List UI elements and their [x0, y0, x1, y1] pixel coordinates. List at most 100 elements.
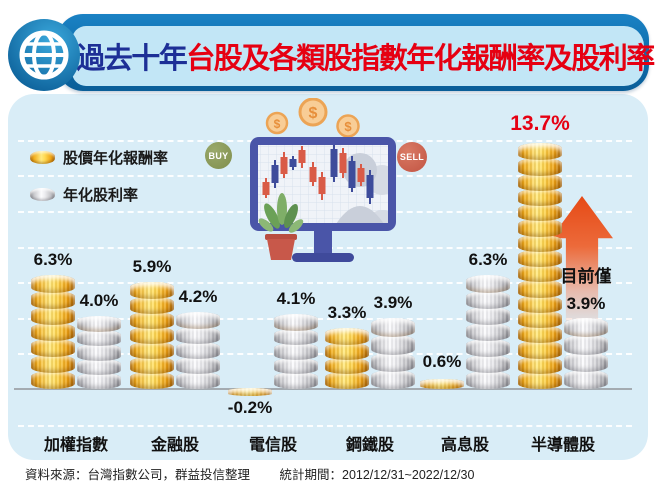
legend-item-return: 股價年化報酬率 [30, 147, 168, 168]
coin [466, 291, 510, 309]
coin [325, 342, 369, 360]
coin [130, 372, 174, 389]
value-label: 3.9% [373, 293, 413, 312]
gridline [18, 425, 632, 427]
svg-text:$: $ [309, 105, 318, 122]
coin [325, 357, 369, 375]
svg-text:$: $ [344, 119, 352, 134]
coin [130, 282, 174, 299]
coin [130, 327, 174, 344]
coin [176, 357, 220, 374]
value-label: 3.3% [327, 303, 367, 322]
coin [274, 343, 318, 360]
coin [130, 297, 174, 314]
coin [274, 314, 318, 331]
coin [564, 352, 608, 372]
silver-coin-stack [274, 314, 318, 389]
category-label-2: 電信股 [248, 437, 297, 454]
coin [518, 326, 562, 344]
legend-label: 股價年化報酬率 [63, 150, 169, 167]
category-label-5: 半導體股 [530, 437, 595, 454]
coin [77, 344, 121, 361]
value-label: 4.2% [178, 287, 218, 306]
coin [518, 143, 562, 161]
value-label: 0.6% [422, 352, 462, 371]
coin [325, 328, 369, 345]
coin [31, 355, 75, 373]
annotation-line1: 目前僅 [560, 267, 612, 286]
coin [77, 358, 121, 375]
coin [518, 234, 562, 252]
coin [31, 275, 75, 293]
coin [176, 327, 220, 344]
monitor-stand [314, 231, 332, 254]
gold-coin-stack [31, 275, 75, 389]
coin [274, 372, 318, 389]
coin [564, 369, 608, 389]
buy-badge: BUY [205, 142, 232, 169]
coin [564, 335, 608, 355]
coin [77, 372, 121, 389]
coin [518, 249, 562, 267]
coin [77, 316, 121, 333]
page-title: 過去十年台股及各類股指數年化報酬率及股利率 [62, 35, 655, 77]
annotation-line2: 3.9% [566, 294, 606, 313]
silver-coin-stack [564, 318, 608, 389]
coin [274, 357, 318, 375]
plant-icon [258, 193, 304, 260]
data-source: 資料來源：台灣指數公司，群益投信整理 [25, 468, 251, 482]
gridline [18, 282, 632, 284]
coin [274, 328, 318, 346]
coin [325, 372, 369, 389]
coin [228, 388, 272, 396]
coin [31, 339, 75, 357]
coin [31, 323, 75, 341]
legend-label: 年化股利率 [63, 187, 139, 204]
coin [31, 307, 75, 325]
category-label-1: 金融股 [150, 437, 199, 454]
gold-coin-stack [228, 388, 272, 396]
category-label-4: 高息股 [440, 437, 489, 454]
value-label: 6.3% [33, 250, 73, 269]
header-banner-inner: 過去十年台股及各類股指數年化報酬率及股利率 [72, 26, 655, 86]
coin [564, 318, 608, 338]
coin [518, 188, 562, 206]
value-label: 5.9% [132, 257, 172, 276]
dollar-coins-icon: $ $ $ [265, 98, 360, 138]
globe-icon [8, 19, 80, 91]
coin [371, 369, 415, 389]
coin [466, 355, 510, 373]
coin [518, 371, 562, 389]
candlestick-chart [262, 145, 374, 204]
coin [466, 339, 510, 357]
coin [518, 265, 562, 283]
x-axis-baseline [14, 388, 632, 390]
coin [518, 219, 562, 237]
coin [130, 357, 174, 374]
coin [130, 312, 174, 329]
coin [518, 295, 562, 313]
coin [466, 323, 510, 341]
coin [518, 173, 562, 191]
coin [371, 318, 415, 338]
value-label: -0.2% [227, 398, 273, 417]
coin [130, 342, 174, 359]
coin [420, 379, 464, 389]
coin [371, 352, 415, 372]
gold-coin-stack [420, 379, 464, 389]
coin [31, 371, 75, 389]
silver-coin-stack [371, 318, 415, 389]
category-label-0: 加權指數 [43, 437, 108, 454]
legend-item-dividend: 年化股利率 [30, 184, 138, 205]
gold-coin-icon [30, 151, 55, 164]
gridline [18, 318, 632, 320]
gold-coin-stack [325, 328, 369, 389]
coin [518, 341, 562, 359]
category-label-3: 鋼鐵股 [345, 437, 394, 454]
stat-period: 統計期間：2012/12/31~2022/12/30 [279, 468, 475, 482]
value-label: 4.0% [79, 291, 119, 310]
annotation: 目前僅 3.9% [544, 263, 628, 317]
title-main: 台股及各類股指數年化報酬率及股利率 [186, 43, 655, 75]
footer: 資料來源：台灣指數公司，群益投信整理 統計期間：2012/12/31~2022/… [25, 464, 645, 483]
